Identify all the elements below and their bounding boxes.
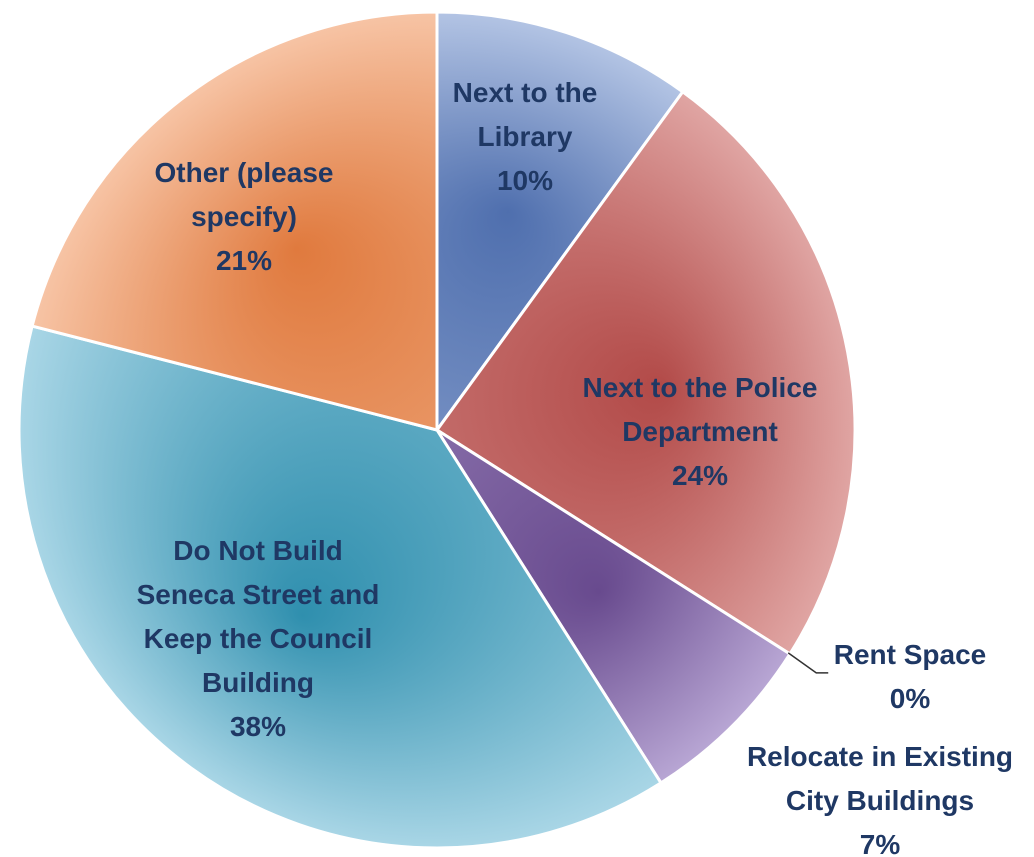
slice-label-relocate: Relocate in Existing City Buildings 7%	[747, 741, 1013, 857]
slice-value-other: 21%	[216, 245, 272, 276]
slice-label-line-police: Next to the Police	[583, 372, 818, 403]
slice-label-do-not-build: Do Not Build Seneca Street and Keep the Co…	[137, 535, 380, 742]
pie-slice-relocate	[435, 428, 792, 785]
slice-value-police: 24%	[672, 460, 728, 491]
slice-label-line-police: Department	[622, 416, 778, 447]
leader-lines	[787, 652, 829, 674]
slice-label-line-relocate: Relocate in Existing	[747, 741, 1013, 772]
slice-label-library: Next to the Library 10%	[453, 77, 598, 196]
slice-label-line-other: specify)	[191, 201, 297, 232]
slice-label-other: Other (please specify) 21%	[155, 157, 334, 276]
slice-label-line-do-not-build: Keep the Council	[144, 623, 373, 654]
slice-value-do-not-build: 38%	[230, 711, 286, 742]
pie-slice-library	[435, 10, 685, 435]
slice-label-line-do-not-build: Do Not Build	[173, 535, 343, 566]
slice-labels: Next to the Library 10% Next to the Police D…	[137, 77, 1013, 857]
slice-label-line-relocate: City Buildings	[786, 785, 974, 816]
pie-slice-other	[30, 10, 439, 432]
pie-slice-do-not-build	[17, 324, 664, 850]
slice-label-line-other: Other (please	[155, 157, 334, 188]
slice-label-rent: Rent Space 0%	[834, 639, 987, 714]
pie-slice-police	[434, 89, 857, 657]
slice-label-line-library: Library	[478, 121, 573, 152]
slice-label-line-library: Next to the	[453, 77, 598, 108]
slice-label-police: Next to the Police Department 24%	[583, 372, 818, 491]
slice-label-line-do-not-build: Building	[202, 667, 314, 698]
leader-line-rent	[787, 652, 829, 674]
slice-label-line-do-not-build: Seneca Street and	[137, 579, 380, 610]
pie-slices	[17, 10, 857, 850]
slice-value-relocate: 7%	[860, 829, 901, 857]
slice-value-rent: 0%	[890, 683, 931, 714]
slice-value-library: 10%	[497, 165, 553, 196]
slice-label-line-rent: Rent Space	[834, 639, 987, 670]
